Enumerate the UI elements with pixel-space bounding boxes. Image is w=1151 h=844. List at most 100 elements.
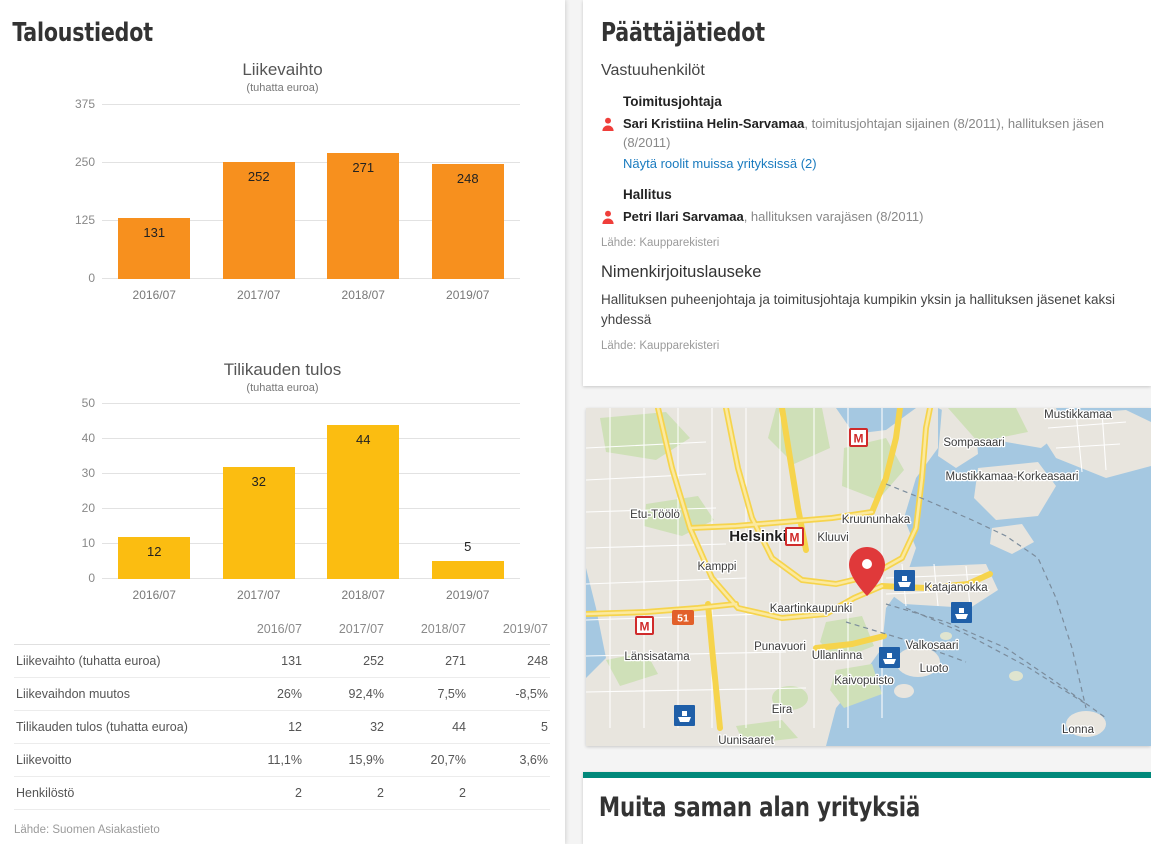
- source-note-1: Lähde: Kaupparekisteri: [601, 236, 720, 249]
- column-header-2019-07: 2019/07: [468, 620, 550, 645]
- map-label: Punavuori: [754, 641, 806, 653]
- map-label: Etu-Töölö: [630, 509, 680, 521]
- similar-companies-panel: Muita saman alan yrityksiä: [583, 772, 1151, 844]
- map-canvas[interactable]: Helsinki Etu-Töölö Kamppi Kluuvi Kruunun…: [586, 408, 1151, 746]
- map-land: [586, 408, 1151, 746]
- decision-panel-title: Päättäjätiedot: [601, 18, 765, 48]
- x-tick-label: 2017/07: [237, 288, 281, 302]
- bar-wrap: 252: [207, 162, 312, 279]
- panel-accent-bar: [583, 772, 1151, 778]
- map-label: Ullanlinna: [812, 650, 863, 662]
- metro-icon: M: [790, 531, 800, 545]
- metro-icon: M: [854, 432, 864, 446]
- bar-value-label: 32: [251, 474, 266, 489]
- road-number-label: 51: [677, 613, 689, 625]
- bar-2016-07[interactable]: 12: [118, 537, 191, 579]
- x-tick-label: 2018/07: [341, 288, 385, 302]
- map-badge-ferry[interactable]: [951, 602, 972, 623]
- gridline: 40: [82, 431, 520, 445]
- map-label: Kruununhaka: [842, 514, 911, 526]
- location-pin-icon[interactable]: [849, 547, 885, 596]
- bar-value-label: 271: [352, 160, 375, 175]
- bar-2017-07[interactable]: 252: [222, 162, 295, 279]
- table-source-note: Lähde: Suomen Asiakastieto: [14, 824, 160, 836]
- metro-icon: M: [640, 620, 650, 634]
- cell: 3,6%: [468, 743, 550, 777]
- column-header-2017-07: 2017/07: [304, 620, 386, 645]
- bar-value-label: 131: [143, 225, 166, 240]
- gridline: 250: [75, 155, 520, 169]
- map-badge-ferry[interactable]: [674, 705, 695, 726]
- column-header-metric: [14, 620, 222, 645]
- map-badge-metro[interactable]: M: [635, 616, 654, 635]
- bar-2018-07[interactable]: 271: [327, 153, 400, 279]
- bar-value-label: 12: [147, 544, 162, 559]
- map-badge-metro[interactable]: M: [849, 428, 868, 447]
- bar-wrap: 44: [311, 425, 416, 579]
- y-tick-label: 250: [74, 155, 95, 169]
- map-label: Sompasaari: [943, 437, 1004, 449]
- plot-area: 375 250 125 0 131: [75, 97, 520, 302]
- bar-wrap: 131: [102, 218, 207, 279]
- bar-2017-07[interactable]: 32: [222, 467, 295, 579]
- bar-wrap: 12: [102, 537, 207, 579]
- source-note-2: Lähde: Kaupparekisteri: [601, 340, 720, 353]
- cell: -8,5%: [468, 677, 550, 711]
- chart-liikevaihto: Liikevaihto (tuhatta euroa) 375 250 125 …: [0, 48, 565, 348]
- map-label: Mustikkamaa: [1044, 409, 1112, 421]
- cell: 2: [304, 776, 386, 810]
- table-row: Tilikauden tulos (tuhatta euroa) 12 32 4…: [14, 710, 550, 744]
- cell: 2: [222, 776, 304, 810]
- chart-title: Tilikauden tulos: [223, 360, 342, 379]
- person-row: Petri Ilari Sarvamaa, hallituksen varajä…: [601, 208, 1133, 227]
- table-row: Liikevaihto (tuhatta euroa) 131 252 271 …: [14, 644, 550, 678]
- cell: 11,1%: [222, 743, 304, 777]
- y-tick-label: 50: [81, 396, 95, 410]
- cell: 7,5%: [386, 677, 468, 711]
- row-label: Liikevaihto (tuhatta euroa): [14, 644, 222, 678]
- gridline: 20: [82, 501, 520, 515]
- ferry-icon: [955, 608, 968, 619]
- map-label: Kaivopuisto: [834, 675, 893, 687]
- location-map[interactable]: Helsinki Etu-Töölö Kamppi Kluuvi Kruunun…: [586, 408, 1151, 746]
- person-name: Petri Ilari Sarvamaa: [623, 208, 744, 224]
- bar-2019-07[interactable]: 5: [431, 539, 504, 579]
- bar-series: 12 32 44 5: [102, 404, 520, 579]
- map-labels: Helsinki Etu-Töölö Kamppi Kluuvi Kruunun…: [623, 408, 1114, 746]
- role-group-title-board: Hallitus: [623, 186, 672, 202]
- row-label: Tilikauden tulos (tuhatta euroa): [14, 710, 222, 744]
- map-label: Luoto: [920, 663, 949, 675]
- person-name: Sari Kristiina Helin-Sarvamaa: [623, 116, 805, 131]
- map-label: Mustikkamaa-Korkeasaari: [946, 471, 1079, 483]
- map-ferry-routes: [845, 483, 1107, 719]
- map-label: Uunisaaret: [718, 735, 774, 746]
- bar-2018-07[interactable]: 44: [327, 425, 400, 579]
- bar-wrap: 271: [311, 153, 416, 279]
- person-row: Sari Kristiina Helin-Sarvamaa, toimitusj…: [601, 115, 1133, 153]
- x-tick-label: 2019/07: [446, 588, 490, 602]
- bar-series: 131 252 271 24: [102, 104, 520, 279]
- chart-subtitle: (tuhatta euroa): [246, 382, 319, 394]
- financial-table: 2016/07 2017/07 2018/07 2019/07 Liikevai…: [14, 620, 550, 810]
- chart-tilikauden-tulos: Tilikauden tulos (tuhatta euroa) 50 40 3…: [0, 348, 565, 633]
- map-badge-metro[interactable]: M: [785, 527, 804, 546]
- cell: 5: [468, 710, 550, 744]
- ferry-icon: [898, 576, 911, 587]
- bar-2016-07[interactable]: 131: [118, 218, 191, 279]
- map-label: Kluuvi: [817, 532, 848, 544]
- show-roles-in-other-companies-link[interactable]: Näytä roolit muissa yrityksissä (2): [623, 155, 817, 171]
- responsible-persons-heading: Vastuuhenkilöt: [601, 62, 705, 79]
- person-icon: [602, 117, 614, 131]
- bar-value-label: 5: [464, 539, 472, 554]
- bar-value-label: 44: [356, 432, 371, 447]
- map-badge-road-51[interactable]: 51: [672, 610, 694, 625]
- cell: 248: [468, 644, 550, 678]
- financials-panel: Taloustiedot Liikevaihto (tuhatta euroa)…: [0, 0, 565, 844]
- x-tick-label: 2019/07: [446, 288, 490, 302]
- y-tick-label: 375: [74, 97, 95, 111]
- x-tick-label: 2017/07: [237, 588, 281, 602]
- person-roles: , toimitusjohtajan sijainen (8/2011), ha…: [623, 116, 1105, 150]
- bar-2019-07[interactable]: 248: [431, 164, 504, 279]
- map-badge-ferry[interactable]: [894, 570, 915, 591]
- map-badge-ferry[interactable]: [879, 647, 900, 668]
